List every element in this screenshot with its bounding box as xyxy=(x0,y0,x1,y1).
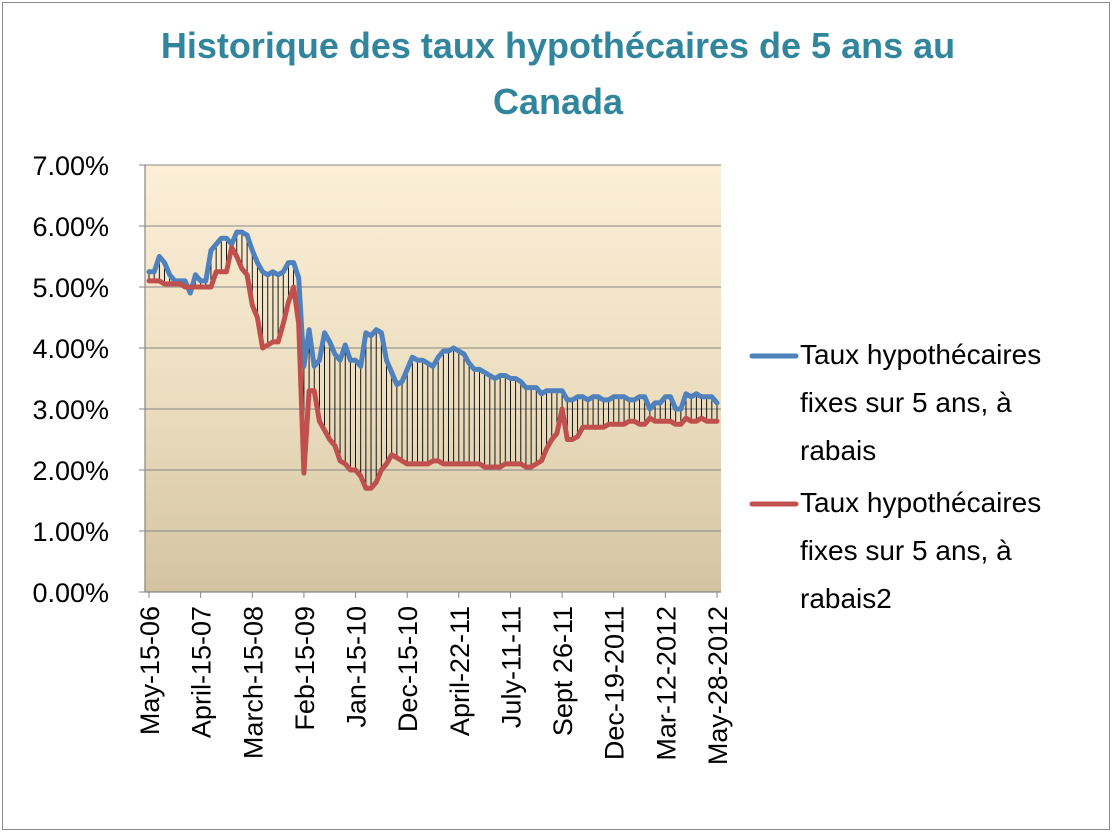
y-tick-label: 2.00% xyxy=(32,456,109,486)
series-line-1 xyxy=(146,229,720,412)
x-tick-label: May-28-2012 xyxy=(703,606,733,765)
x-tick-label: April-15-07 xyxy=(187,606,217,738)
legend-label-2: fixes sur 5 ans, à xyxy=(800,535,1012,566)
series-line-2 xyxy=(146,244,720,491)
x-tick-label: April-22-11 xyxy=(445,606,475,736)
legend-label-1: rabais xyxy=(800,435,876,466)
x-tick-label: Dec-19-2011 xyxy=(600,606,630,760)
x-tick-label: Sept 26-11 xyxy=(548,606,578,736)
y-tick-label: 4.00% xyxy=(32,334,109,364)
y-tick-label: 5.00% xyxy=(32,273,109,303)
y-tick-label: 0.00% xyxy=(32,578,109,608)
y-tick-label: 3.00% xyxy=(32,395,109,425)
x-tick-label: Jan-15-10 xyxy=(342,606,372,728)
legend-label-2: rabais2 xyxy=(800,583,892,614)
chart-title-line-1: Historique des taux hypothécaires de 5 a… xyxy=(161,25,955,66)
series-lines xyxy=(146,229,720,491)
x-tick-label: July-11-11 xyxy=(496,606,526,728)
axes xyxy=(144,165,721,598)
legend: Taux hypothécaires fixes sur 5 ans, à raba… xyxy=(749,339,1041,614)
chart-title-line-2: Canada xyxy=(493,81,624,122)
x-tick-label: March-15-08 xyxy=(238,606,268,759)
legend-label-1: Taux hypothécaires xyxy=(800,339,1041,370)
drop-lines xyxy=(148,232,718,489)
x-tick-label: Mar-12-2012 xyxy=(651,606,681,761)
x-tick-label: Feb-15-09 xyxy=(290,606,320,731)
y-axis-tick-labels: 0.00% 1.00% 2.00% 3.00% 4.00% 5.00% 6.00% 7.00% xyxy=(32,151,109,608)
x-tick-label: May-15-06 xyxy=(135,606,165,735)
y-tick-label: 7.00% xyxy=(32,151,109,181)
legend-label-1: fixes sur 5 ans, à xyxy=(800,387,1012,418)
y-tick-label: 6.00% xyxy=(32,212,109,242)
x-axis-tick-labels: May-15-06 April-15-07 March-15-08 Feb-15-09… xyxy=(135,606,733,765)
legend-label-2: Taux hypothécaires xyxy=(800,487,1041,518)
x-tick-label: Dec-15-10 xyxy=(393,606,423,732)
y-tick-label: 1.00% xyxy=(32,517,109,547)
